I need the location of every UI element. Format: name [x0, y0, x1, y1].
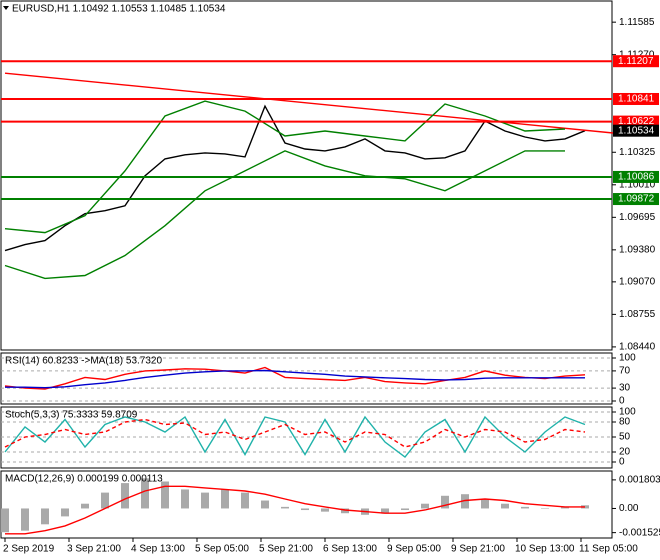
level-label: 1.10622 — [618, 116, 655, 127]
level-label-box — [613, 193, 659, 206]
histogram-bar — [481, 498, 489, 509]
level-label-box — [613, 115, 659, 128]
x-tick-label: 9 Sep 21:00 — [451, 544, 505, 555]
y-tick-label: 1.08755 — [619, 309, 656, 320]
histogram-bar — [501, 503, 509, 509]
histogram-bar — [241, 492, 249, 509]
histogram-bar — [341, 508, 349, 514]
y-tick-label: 1.09695 — [619, 212, 656, 223]
histogram-bar — [261, 500, 269, 509]
histogram-bar — [41, 508, 49, 525]
panel-title: RSI(14) 60.8233 ->MA(18) 53.7320 — [5, 356, 162, 367]
panel-title: MACD(12,26,9) 0.000199 0.000113 — [5, 474, 163, 485]
histogram-bar — [221, 489, 229, 509]
series-line — [4, 104, 586, 252]
histogram-bar — [161, 481, 169, 509]
x-tick-label: 9 Sep 05:00 — [387, 544, 441, 555]
y-tick-label: 1.10325 — [619, 147, 656, 158]
y-tick-label: -0.001525 — [619, 527, 660, 538]
series-line — [4, 100, 566, 234]
y-tick-label: 0 — [619, 457, 625, 468]
level-label: 1.09872 — [618, 194, 655, 205]
histogram-bar — [441, 495, 449, 509]
histogram-bar — [201, 492, 209, 509]
histogram-bar — [141, 478, 149, 509]
y-tick-label: 1.11270 — [619, 49, 655, 60]
x-tick-label: 3 Sep 21:00 — [67, 544, 121, 555]
histogram-bar — [421, 503, 429, 509]
histogram-bar — [81, 503, 89, 509]
y-tick-label: 50 — [619, 432, 631, 443]
histogram-bar — [401, 508, 409, 511]
x-tick-label: 10 Sep 13:00 — [515, 544, 575, 555]
series-line — [4, 366, 586, 390]
x-tick-label: 11 Sep 05:00 — [579, 544, 638, 555]
menu-arrow — [3, 6, 9, 10]
x-tick-label: 5 Sep 05:00 — [195, 544, 249, 555]
y-tick-label: 1.09380 — [619, 244, 656, 255]
level-label: 1.11207 — [618, 56, 654, 67]
histogram-bar — [181, 489, 189, 509]
histogram-bar — [321, 508, 329, 512]
x-tick-label: 6 Sep 13:00 — [323, 544, 377, 555]
histogram-bar — [521, 506, 529, 509]
histogram-bar — [381, 508, 389, 514]
panel-title: EURUSD,H1 1.10492 1.10553 1.10485 1.1053… — [12, 4, 226, 15]
current-price-label: 1.10534 — [618, 125, 655, 136]
histogram-bar — [101, 492, 109, 509]
x-tick-label: 5 Sep 21:00 — [259, 544, 313, 555]
y-tick-label: 1.11585 — [619, 17, 655, 28]
histogram-bar — [121, 483, 129, 509]
histogram-bar — [561, 506, 569, 509]
y-tick-label: 1.09070 — [619, 276, 656, 287]
x-tick-label: 2 Sep 2019 — [3, 544, 55, 555]
y-tick-label: 20 — [619, 447, 631, 458]
current-price-box — [613, 124, 659, 137]
panel-frame — [0, 352, 613, 405]
series-line — [5, 369, 585, 389]
y-tick-label: 1.10010 — [619, 179, 656, 190]
level-label-box — [613, 55, 659, 68]
y-tick-label: 0.00 — [619, 503, 639, 514]
y-tick-label: 30 — [619, 383, 631, 394]
y-tick-label: 70 — [619, 366, 631, 377]
histogram-bar — [21, 508, 29, 531]
histogram-bar — [61, 508, 69, 517]
x-tick-label: 4 Sep 13:00 — [131, 544, 185, 555]
y-tick-label: 100 — [619, 353, 636, 364]
series-line — [4, 418, 586, 448]
level-label: 1.10841 — [618, 94, 655, 105]
level-label: 1.10086 — [618, 172, 655, 183]
panel-frame — [0, 470, 613, 539]
y-tick-label: 1.08440 — [619, 342, 656, 353]
series-line — [4, 72, 614, 134]
histogram-bar — [461, 494, 469, 509]
panel-frame — [0, 0, 613, 351]
histogram-bar — [541, 508, 549, 509]
histogram-bar — [281, 506, 289, 509]
y-tick-label: 80 — [619, 417, 631, 428]
panel-title: Stoch(5,3,3) 75.3333 59.8709 — [5, 410, 138, 421]
level-label-box — [613, 170, 659, 183]
level-label-box — [613, 92, 659, 105]
histogram-bar — [301, 508, 309, 511]
y-tick-label: 0.001803 — [619, 475, 660, 486]
series-line — [4, 415, 586, 458]
y-tick-label: 0 — [619, 396, 625, 407]
histogram-bar — [1, 508, 9, 533]
series-line — [5, 485, 585, 535]
y-tick-label: 100 — [619, 407, 636, 418]
